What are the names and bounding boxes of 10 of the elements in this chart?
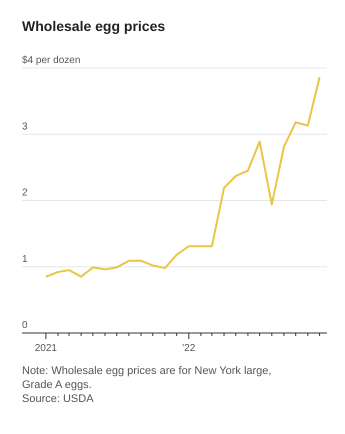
x-tick-label: 2021 <box>34 343 58 354</box>
y-tick-label: 3 <box>22 121 28 132</box>
y-tick-label: 2 <box>22 188 28 198</box>
x-tick-label: '22 <box>182 343 196 354</box>
y-tick-label: 0 <box>22 320 28 331</box>
y-tick-label: $4 per dozen <box>22 55 80 66</box>
source-note: Source: USDA <box>22 393 94 405</box>
chart-title: Wholesale egg prices <box>22 18 166 34</box>
y-tick-label: 1 <box>22 254 28 265</box>
text: Note: Wholesale egg prices are for New York large, Grade A eggs. <box>22 365 272 391</box>
